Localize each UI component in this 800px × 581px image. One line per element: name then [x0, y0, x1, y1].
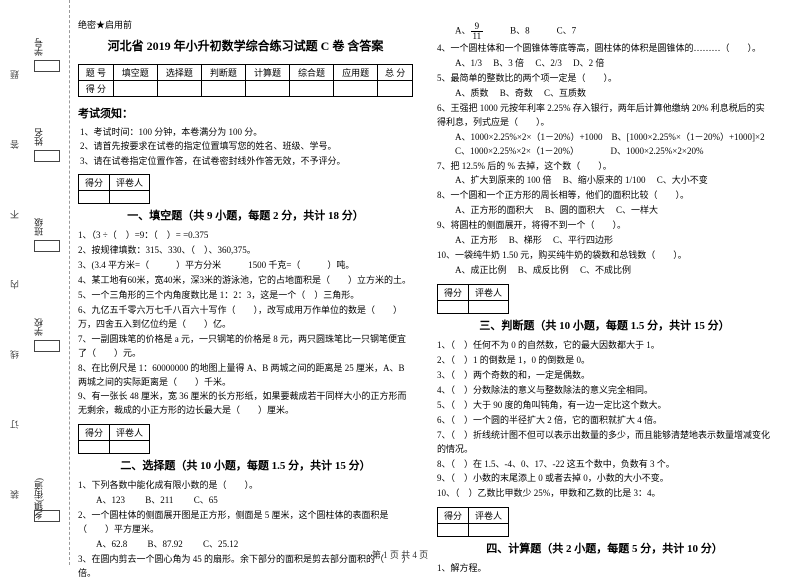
- choice-q: 6、王强把 1000 元按年利率 2.25% 存入银行，两年后计算他缴纳 20%…: [437, 102, 772, 130]
- judge-q: 10、（ ）乙数比甲数少 25%，甲数和乙数的比是 3：4。: [437, 487, 772, 501]
- section-2-head: 得分评卷人: [78, 424, 413, 454]
- choice-q: 2、一个圆柱体的侧面展开图是正方形，侧面是 5 厘米，这个圆柱体的表面积是（ ）…: [78, 509, 413, 537]
- choice-q: 10、一袋纯牛奶 1.50 元，购买纯牛奶的袋数和总钱数（ ）。: [437, 249, 772, 263]
- choice-opts: A、成正比例 B、成反比例 C、不成比例: [455, 264, 772, 278]
- section-2-title: 二、选择题（共 10 小题，每题 1.5 分，共计 15 分）: [78, 457, 413, 473]
- choice-q: 9、将圆柱的侧面展开，将得不到一个（ ）。: [437, 219, 772, 233]
- section-3-title: 三、判断题（共 10 小题，每题 1.5 分，共计 15 分）: [437, 317, 772, 333]
- binding-label-class: 班级: [32, 218, 45, 236]
- binding-box-id: [34, 60, 60, 72]
- small-score-box: 得分评卷人: [437, 507, 509, 537]
- judge-q: 5、（ ）大于 90 度的角叫钝角，有一边一定比这个数大。: [437, 399, 772, 413]
- score-row-label: 得 分: [79, 81, 114, 97]
- exam-page: 学号 姓名 班级 学校 乡镇(街道) 题 答 不 内 线 订 装 绝密★启用前 …: [0, 0, 800, 565]
- score-header-cell: 总 分: [378, 65, 413, 81]
- choice-opts-top: A、911 B、8 C、7: [455, 22, 772, 41]
- score-header-cell: 计算题: [245, 65, 289, 81]
- choice-opts: A、正方形的面积大 B、圆的面积大 C、一样大: [455, 204, 772, 218]
- choice-q: 5、最简单的整数比的两个项一定是（ ）。: [437, 72, 772, 86]
- notice-title: 考试须知：: [78, 105, 413, 121]
- calc-q: 1、解方程。: [437, 562, 772, 576]
- judge-q: 8、（ ）在 1.5、-4、0、17、-22 这五个数中，负数有 3 个。: [437, 458, 772, 472]
- section-4-head: 得分评卷人: [437, 507, 772, 537]
- notice-item: 2、请首先按要求在试卷的指定位置填写您的姓名、班级、学号。: [80, 139, 413, 153]
- binding-box-town: [34, 510, 60, 522]
- binding-label-name: 姓名: [32, 128, 45, 146]
- score-header-cell: 填空题: [113, 65, 157, 81]
- fill-q: 3、(3.4 平方米=（ ）平方分米 1500 千克=（ ）吨。: [78, 259, 413, 273]
- score-header-cell: 选择题: [157, 65, 201, 81]
- choice-opts: A、123 B、211 C、65: [96, 494, 413, 508]
- choice-opts: A、质数 B、奇数 C、互质数: [455, 87, 772, 101]
- binding-margin: 学号 姓名 班级 学校 乡镇(街道) 题 答 不 内 线 订 装: [0, 0, 70, 565]
- judge-q: 1、（ ）任何不为 0 的自然数，它的最大因数都大于 1。: [437, 339, 772, 353]
- score-header-cell: 综合题: [290, 65, 334, 81]
- page-footer: 第 1 页 共 4 页: [0, 548, 800, 561]
- right-column: A、911 B、8 C、7 4、一个圆柱体和一个圆锥体等底等高，圆柱体的体积是圆…: [437, 18, 772, 551]
- choice-opts: A、正方形 B、梯形 C、平行四边形: [455, 234, 772, 248]
- notice-item: 3、请在试卷指定位置作答，在试卷密封线外作答无效，不予评分。: [80, 154, 413, 168]
- judge-q: 9、（ ）小数的末尾添上 0 或者去掉 0，小数的大小不变。: [437, 472, 772, 486]
- score-header-cell: 判断题: [201, 65, 245, 81]
- binding-box-school: [34, 340, 60, 352]
- score-header-cell: 应用题: [334, 65, 378, 81]
- secret-mark: 绝密★启用前: [78, 18, 413, 31]
- choice-q: 1、下列各数中能化成有限小数的是（ ）。: [78, 479, 413, 493]
- binding-char: 题: [8, 70, 21, 79]
- binding-char: 内: [8, 280, 21, 289]
- binding-box-class: [34, 240, 60, 252]
- choice-opts: A、1000×2.25%×2×（1－20%）+1000 B、[1000×2.25…: [455, 131, 772, 159]
- small-score-box: 得分评卷人: [78, 174, 150, 204]
- choice-opts: A、1/3 B、3 倍 C、2/3 D、2 倍: [455, 57, 772, 71]
- binding-box-name: [34, 150, 60, 162]
- binding-char: 线: [8, 350, 21, 359]
- fill-q: 2、按规律填数：315、330、（ ）、360,375。: [78, 244, 413, 258]
- judge-q: 7、（ ）折线统计图不但可以表示出数量的多少，而且能够清楚地表示数量增减变化的情…: [437, 429, 772, 457]
- choice-q: 4、一个圆柱体和一个圆锥体等底等高，圆柱体的体积是圆锥体的………（ ）。: [437, 42, 772, 56]
- judge-q: 2、（ ）1 的倒数是 1，0 的倒数是 0。: [437, 354, 772, 368]
- small-score-box: 得分评卷人: [78, 424, 150, 454]
- table-row: 得 分: [79, 81, 413, 97]
- judge-q: 6、（ ）一个圆的半径扩大 2 倍，它的面积就扩大 4 倍。: [437, 414, 772, 428]
- binding-label-school: 学校: [32, 318, 45, 336]
- exam-title: 河北省 2019 年小升初数学综合练习试题 C 卷 含答案: [78, 37, 413, 54]
- judge-q: 3、（ ）两个奇数的和，一定是偶数。: [437, 369, 772, 383]
- fill-q: 1、（3 ÷（ ）=9：（ ）= =0.375: [78, 229, 413, 243]
- score-header-cell: 题 号: [79, 65, 114, 81]
- fraction: 911: [471, 22, 484, 41]
- section-3-head: 得分评卷人: [437, 284, 772, 314]
- left-column: 绝密★启用前 河北省 2019 年小升初数学综合练习试题 C 卷 含答案 题 号…: [78, 18, 413, 551]
- binding-char: 装: [8, 490, 21, 499]
- judge-q: 4、（ ）分数除法的意义与整数除法的意义完全相同。: [437, 384, 772, 398]
- notice-item: 1、考试时间：100 分钟，本卷满分为 100 分。: [80, 125, 413, 139]
- fill-q: 6、九亿五千零六万七千八百六十写作（ ），改写成用万作单位的数是（ ）万，四舍五…: [78, 304, 413, 332]
- binding-char: 答: [8, 140, 21, 149]
- binding-char: 订: [8, 420, 21, 429]
- section-1-title: 一、填空题（共 9 小题，每题 2 分，共计 18 分）: [78, 207, 413, 223]
- fill-q: 7、一副圆珠笔的价格是 a 元，一只钢笔的价格是 8 元，两只圆珠笔比一只钢笔便…: [78, 333, 413, 361]
- choice-opts: A、扩大到原来的 100 倍 B、缩小原来的 1/100 C、大小不变: [455, 174, 772, 188]
- fill-q: 5、一个三角形的三个内角度数比是 1：2：3，这是一个（ ）三角形。: [78, 289, 413, 303]
- small-score-box: 得分评卷人: [437, 284, 509, 314]
- table-row: 题 号 填空题 选择题 判断题 计算题 综合题 应用题 总 分: [79, 65, 413, 81]
- binding-char: 不: [8, 210, 21, 219]
- section-1-head: 得分评卷人: [78, 174, 413, 204]
- fill-q: 8、在比例尺是 1：60000000 的地图上量得 A、B 两城之间的距离是 2…: [78, 362, 413, 390]
- binding-label-id: 学号: [32, 38, 45, 56]
- score-table: 题 号 填空题 选择题 判断题 计算题 综合题 应用题 总 分 得 分: [78, 64, 413, 97]
- choice-q: 8、一个圆和一个正方形的周长相等，他们的面积比较（ ）。: [437, 189, 772, 203]
- fill-q: 4、某工地有60米，宽40米，深3米的游泳池，它的占地面积是（ ）立方米的土。: [78, 274, 413, 288]
- choice-q: 7、把 12.5% 后的 % 去掉，这个数（ ）。: [437, 160, 772, 174]
- fill-q: 9、有一张长 48 厘米，宽 36 厘米的长方形纸，如果要裁成若干同样大小的正方…: [78, 390, 413, 418]
